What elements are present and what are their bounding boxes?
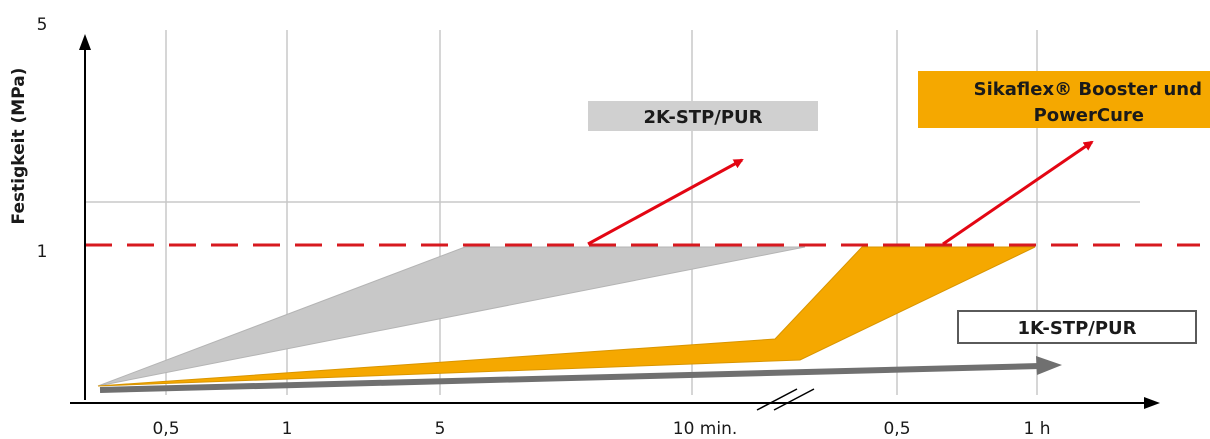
x-tick-label: 10 min. — [673, 419, 738, 439]
y-axis-title: Festigkeit (MPa) — [9, 68, 29, 225]
x-axis-arrowhead — [1144, 397, 1160, 409]
label-sikaflex-booster-line-2: PowerCure — [1034, 105, 1144, 126]
area-2k-stp-pur — [97, 246, 806, 387]
x-tick-label: 1 — [282, 419, 293, 439]
arrow-1k-stp-pur-head — [1036, 356, 1062, 375]
area-sikaflex-booster — [97, 246, 1036, 387]
x-tick-label: 1 h — [1024, 419, 1051, 439]
y-axis-arrowhead — [79, 34, 91, 50]
x-tick-label: 0,5 — [152, 419, 179, 439]
x-tick-label: 0,5 — [883, 419, 910, 439]
x-tick-label: 5 — [435, 419, 446, 439]
arrow-booster-increase — [942, 140, 1094, 246]
label-box-1k — [957, 310, 1197, 344]
y-tick-label: 1 — [37, 242, 48, 262]
arrow-1k-stp-pur-line — [99, 363, 1041, 393]
arrow-2k-increase — [587, 158, 744, 246]
label-2k-stp-pur: 2K-STP/PUR — [643, 107, 762, 128]
y-tick-label: 5 — [37, 15, 48, 35]
label-box-2k — [588, 101, 818, 131]
label-sikaflex-booster-line-1: Sikaflex® Booster und — [974, 79, 1202, 100]
axis-break-icon — [756, 388, 815, 411]
label-1k-stp-pur: 1K-STP/PUR — [1017, 318, 1136, 339]
label-box-booster — [918, 71, 1210, 128]
